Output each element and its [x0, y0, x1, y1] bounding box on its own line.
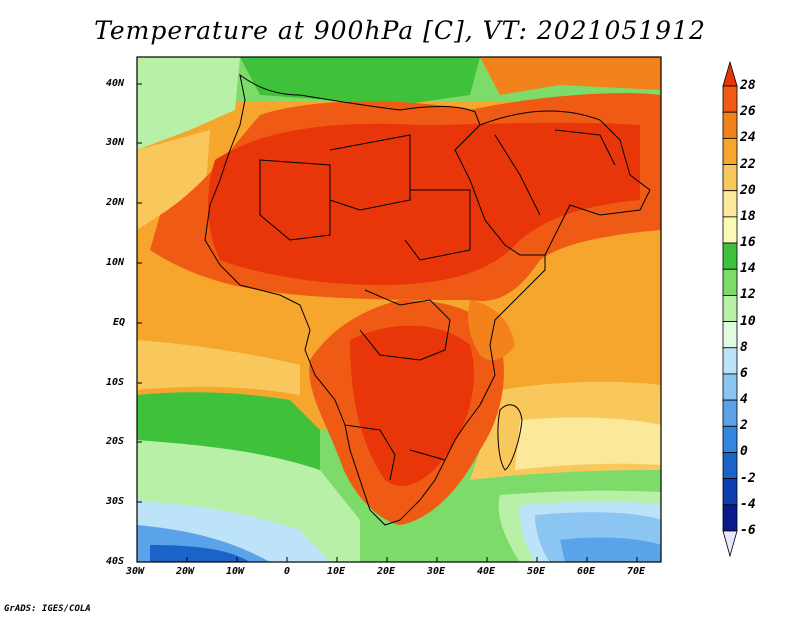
- colorbar-segment: [722, 347, 738, 375]
- colorbar-segment: [722, 242, 738, 270]
- lat-label-30n: 30N: [106, 137, 125, 148]
- lat-label-eq: EQ: [113, 317, 126, 328]
- colorbar-tick-label: 20: [740, 182, 756, 198]
- colorbar-segment: [722, 399, 738, 427]
- colorbar-tick-label: 12: [740, 287, 756, 303]
- colorbar-segments: [722, 85, 738, 532]
- lon-label-70e: 70E: [627, 566, 646, 577]
- lon-label-50e: 50E: [527, 566, 546, 577]
- colorbar-bottom-triangle: [722, 530, 738, 558]
- colorbar-tick-label: 6: [740, 365, 748, 381]
- colorbar-segment: [722, 452, 738, 480]
- coastlines: [204, 73, 651, 526]
- colorbar-tick-label: 10: [740, 313, 756, 329]
- colorbar-tick-label: 24: [740, 130, 756, 146]
- colorbar-tick-label: 0: [740, 444, 748, 460]
- colorbar-segment: [722, 111, 738, 139]
- colorbar-tick-label: 28: [740, 78, 756, 93]
- lon-label-30e: 30E: [427, 566, 446, 577]
- colorbar-tick-label: 2: [740, 418, 748, 434]
- colorbar-segment: [722, 295, 738, 322]
- colorbar-segment: [722, 478, 738, 506]
- colorbar-tick-label: 26: [740, 104, 756, 120]
- colorbar-segment: [722, 268, 738, 296]
- colorbar-tick-label: 4: [740, 392, 748, 408]
- lat-label-20n: 20N: [106, 197, 125, 208]
- colorbar-segment: [722, 321, 738, 349]
- colorbar-tick-label: 14: [740, 261, 756, 277]
- colorbar-tick-label: 18: [740, 208, 756, 224]
- colorbar-segment: [722, 137, 738, 165]
- colorbar-tick-label: 16: [740, 235, 756, 251]
- temperature-field: [137, 57, 661, 562]
- lat-label-40s: 40S: [106, 556, 125, 567]
- map-frame: [136, 56, 662, 563]
- colorbar-segment: [722, 216, 738, 244]
- lon-label-40e: 40E: [477, 566, 496, 577]
- lon-label-20w: 20W: [176, 566, 195, 577]
- colorbar-segment: [722, 373, 738, 401]
- lon-label-10w: 10W: [226, 566, 245, 577]
- lat-label-40n: 40N: [106, 78, 125, 89]
- lat-label-20s: 20S: [106, 436, 125, 447]
- lon-label-10e: 10E: [327, 566, 346, 577]
- colorbar: [722, 60, 738, 558]
- lon-label-60e: 60E: [577, 566, 596, 577]
- lat-label-10s: 10S: [106, 377, 125, 388]
- colorbar-top-triangle: [722, 60, 738, 87]
- lon-label-30w: 30W: [126, 566, 145, 577]
- colorbar-segment: [722, 425, 738, 453]
- lat-label-30s: 30S: [106, 496, 125, 507]
- lon-label-0: 0: [284, 566, 291, 577]
- colorbar-segment: [722, 504, 738, 532]
- colorbar-tick-label: 8: [740, 339, 748, 355]
- credit-label: GrADS: IGES/COLA: [4, 604, 91, 614]
- colorbar-segment: [722, 164, 738, 192]
- colorbar-tick-label: -6: [740, 523, 756, 538]
- lat-label-10n: 10N: [106, 257, 125, 268]
- axis-ticks: [136, 83, 638, 562]
- lon-label-20e: 20E: [377, 566, 396, 577]
- colorbar-tick-label: -4: [740, 496, 756, 512]
- colorbar-segment: [722, 85, 738, 113]
- colorbar-segment: [722, 190, 738, 218]
- map-title: Temperature at 900hPa [C], VT: 202105191…: [94, 16, 706, 45]
- colorbar-tick-label: 22: [740, 156, 756, 172]
- colorbar-tick-label: -2: [740, 470, 756, 486]
